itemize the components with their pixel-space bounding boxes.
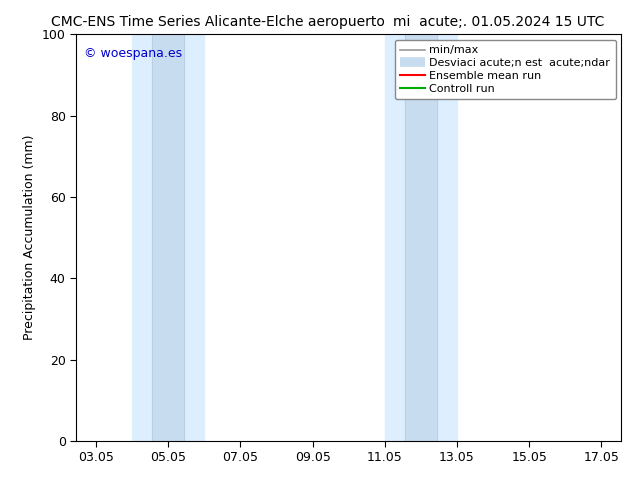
Text: © woespana.es: © woespana.es [84,47,183,59]
Y-axis label: Precipitation Accumulation (mm): Precipitation Accumulation (mm) [23,135,36,341]
Bar [385,34,457,441]
Text: CMC-ENS Time Series Alicante-Elche aeropuerto: CMC-ENS Time Series Alicante-Elche aerop… [51,15,385,29]
Bar [404,34,437,441]
Bar [152,34,184,441]
Legend: min/max, Desviaci acute;n est  acute;ndar, Ensemble mean run, Controll run: min/max, Desviaci acute;n est acute;ndar… [395,40,616,99]
Text: mi  acute;. 01.05.2024 15 UTC: mi acute;. 01.05.2024 15 UTC [393,15,604,29]
Bar [132,34,204,441]
